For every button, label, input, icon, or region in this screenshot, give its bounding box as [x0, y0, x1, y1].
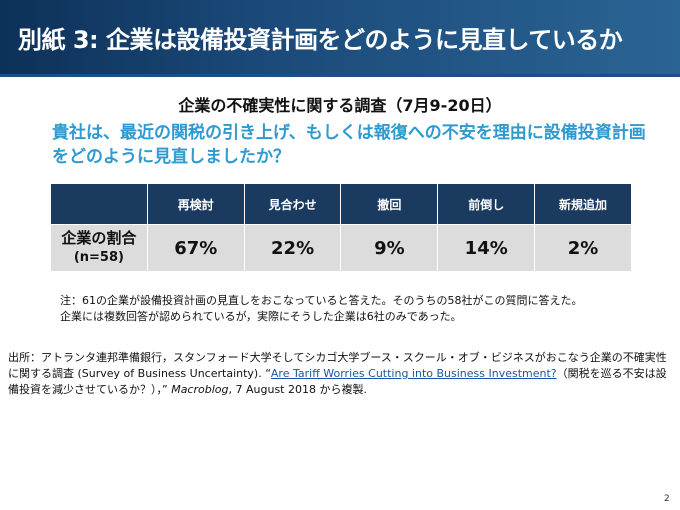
- header-cell-bring-forward: 前倒し: [438, 184, 536, 224]
- header-cell-new-addition: 新規追加: [535, 184, 631, 224]
- results-table: 再検討 見合わせ 撤回 前倒し 新規追加 企業の割合 (n=58) 67% 22…: [51, 184, 631, 271]
- row-sublabel: (n=58): [73, 250, 124, 265]
- table-row: 企業の割合 (n=58) 67% 22% 9% 14% 2%: [51, 224, 631, 271]
- row-label: 企業の割合: [61, 229, 137, 247]
- source-publication: Macroblog: [171, 383, 229, 396]
- header-cell-reconsider: 再検討: [147, 184, 245, 224]
- title-bar: 別紙 3: 企業は設備投資計画をどのように見直しているか: [0, 0, 680, 74]
- survey-question: 貴社は、最近の関税の引き上げ、もしくは報復への不安を理由に設備投資計画をどのよう…: [52, 123, 646, 167]
- value-cell-bring-forward: 14%: [438, 224, 536, 271]
- header-cell-postpone: 見合わせ: [244, 184, 342, 224]
- source-middle: （関税を巡る不安は設備投資を減少させているか？），”: [8, 367, 667, 396]
- table-header-row: 再検討 見合わせ 撤回 前倒し 新規追加: [51, 184, 631, 224]
- value-cell-new-addition: 2%: [535, 224, 631, 271]
- source-article-link[interactable]: Are Tariff Worries Cutting into Business…: [270, 367, 557, 380]
- survey-subtitle: 企業の不確実性に関する調査（7月9-20日）: [178, 96, 502, 115]
- value-cell-postpone: 22%: [244, 224, 342, 271]
- header-cell-cancel: 撤回: [341, 184, 439, 224]
- source-prefix: 出所：アトランタ連邦準備銀行，スタンフォード大学そしてシカゴ大学ブース・スクール…: [8, 351, 667, 380]
- page-number: 2: [664, 494, 670, 504]
- table-note: 注：61の企業が設備投資計画の見直しをおこなっていると答えた。そのうちの58社が…: [60, 293, 660, 325]
- note-line-1: 注：61の企業が設備投資計画の見直しをおこなっていると答えた。そのうちの58社が…: [60, 294, 583, 307]
- header-cell-empty: [51, 184, 148, 224]
- title-divider: [0, 74, 680, 77]
- slide-title: 別紙 3: 企業は設備投資計画をどのように見直しているか: [18, 26, 623, 54]
- source-citation: 出所：アトランタ連邦準備銀行，スタンフォード大学そしてシカゴ大学ブース・スクール…: [8, 350, 672, 398]
- source-suffix: , 7 August 2018 から複製.: [228, 383, 367, 396]
- note-line-2: 企業には複数回答が認められているが，実際にそうした企業は6社のみであった。: [60, 310, 462, 323]
- value-cell-cancel: 9%: [341, 224, 439, 271]
- row-label-cell: 企業の割合 (n=58): [51, 224, 148, 271]
- value-cell-reconsider: 67%: [147, 224, 245, 271]
